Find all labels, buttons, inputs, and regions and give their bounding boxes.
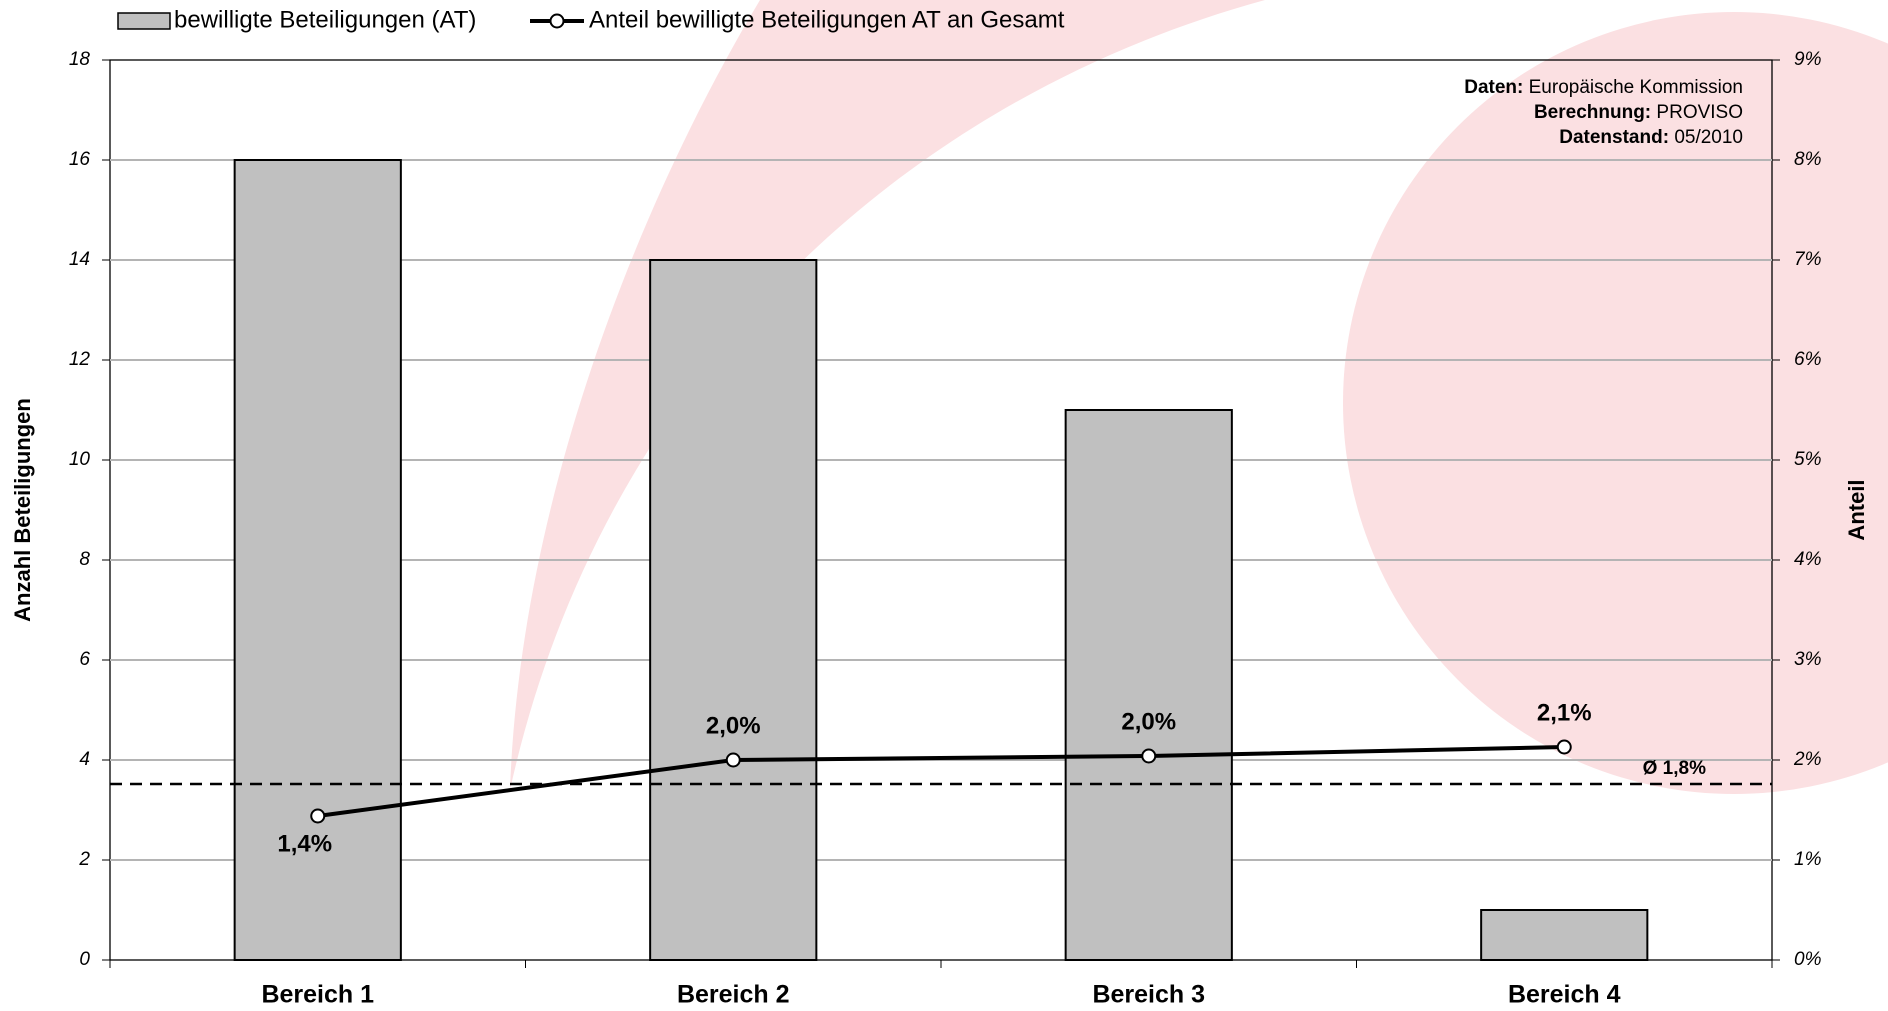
y2-tick-label: 6% (1794, 349, 1822, 370)
source-text: Europäische Kommission (1529, 77, 1743, 98)
source-line: Berechnung: PROVISO (1534, 102, 1743, 123)
data-label: 2,0% (1121, 708, 1176, 735)
source-text: 05/2010 (1674, 127, 1743, 148)
y2-tick-label: 4% (1794, 549, 1822, 570)
source-line: Datenstand: 05/2010 (1559, 127, 1743, 148)
x-tick-label: Bereich 3 (1092, 981, 1205, 1009)
y-tick-label: 14 (69, 249, 90, 270)
legend-label: bewilligte Beteiligungen (AT) (174, 6, 476, 33)
y2-tick-label: 1% (1794, 849, 1822, 870)
y-tick-label: 16 (69, 149, 91, 170)
y-tick-label: 18 (69, 49, 91, 70)
source-label: Datenstand: (1559, 127, 1669, 148)
data-label: 2,0% (706, 712, 761, 739)
source-line: Daten: Europäische Kommission (1464, 77, 1743, 98)
legend-swatch (117, 12, 171, 30)
y-tick-label: 8 (79, 549, 90, 570)
bar (649, 259, 818, 961)
x-tick-label: Bereich 1 (261, 981, 374, 1009)
source-label: Daten: (1464, 77, 1523, 98)
y2-tick-label: 3% (1794, 649, 1822, 670)
bar (233, 159, 402, 961)
y2-tick-label: 2% (1793, 749, 1822, 770)
y2-tick-label: 7% (1794, 249, 1822, 270)
source-text: PROVISO (1656, 102, 1743, 123)
legend-marker (549, 13, 565, 29)
y-tick-label: 12 (69, 349, 91, 370)
y2-tick-label: 9% (1794, 49, 1822, 70)
y-tick-label: 6 (79, 649, 90, 670)
legend-label: Anteil bewilligte Beteiligungen AT an Ge… (589, 6, 1065, 33)
y-tick-label: 0 (79, 949, 90, 970)
y-tick-label: 2 (78, 849, 90, 870)
bar (1064, 409, 1233, 961)
y2-axis-title: Anteil (1844, 479, 1869, 540)
y2-tick-label: 8% (1794, 149, 1822, 170)
source-label: Berechnung: (1534, 102, 1651, 123)
x-tick-label: Bereich 4 (1508, 981, 1621, 1009)
legend: bewilligte Beteiligungen (AT) Anteil bewi… (117, 6, 1065, 33)
line-marker (1556, 739, 1572, 755)
line-marker (310, 808, 326, 824)
y-tick-label: 10 (69, 449, 91, 470)
reference-label: Ø 1,8% (1643, 758, 1706, 779)
y2-tick-label: 5% (1794, 449, 1822, 470)
data-label: 1,4% (277, 830, 332, 857)
y-axis-title: Anzahl Beteiligungen (10, 398, 35, 622)
y2-tick-label: 0% (1794, 949, 1822, 970)
source-note: Daten: Europäische Kommission Berechnung:… (1464, 77, 1743, 148)
data-label: 2,1% (1537, 699, 1592, 726)
line (317, 745, 1565, 818)
background-decoration (510, 0, 1888, 794)
line-marker (1141, 748, 1157, 764)
x-tick-label: Bereich 2 (677, 981, 790, 1009)
line-marker (725, 752, 741, 768)
y-tick-label: 4 (79, 749, 90, 770)
bar (1480, 909, 1649, 961)
